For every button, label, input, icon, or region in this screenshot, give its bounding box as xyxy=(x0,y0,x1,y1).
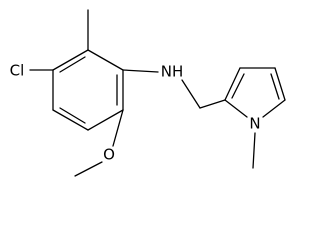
atom-label: O xyxy=(103,146,115,164)
structure-diagram: Cl NH O N xyxy=(10,9,286,177)
bond xyxy=(262,99,286,118)
n-methyl-bond xyxy=(252,132,256,169)
bond xyxy=(224,67,241,101)
double-bond xyxy=(59,107,86,124)
atom-label: N xyxy=(249,115,260,133)
bond xyxy=(224,99,248,118)
benzene-ring xyxy=(52,49,124,131)
bond xyxy=(87,49,124,71)
double-bond xyxy=(231,73,245,99)
atom-label: Cl xyxy=(10,62,25,80)
bond xyxy=(52,109,89,131)
page: Cl NH O N (() => { const data = JSON.par… xyxy=(9,9,286,177)
amine-bond xyxy=(122,69,159,73)
double-bond xyxy=(59,56,86,73)
bond xyxy=(52,49,89,71)
pyrrole-ring xyxy=(224,67,286,118)
methoxy-bond xyxy=(74,161,103,177)
bond xyxy=(274,67,286,101)
double-bond xyxy=(270,73,280,100)
ch2-bond xyxy=(199,99,226,109)
atom-label: NH xyxy=(161,63,184,81)
oxygen-bond xyxy=(112,109,124,147)
ch2-bond xyxy=(181,79,201,109)
bond xyxy=(87,109,124,131)
